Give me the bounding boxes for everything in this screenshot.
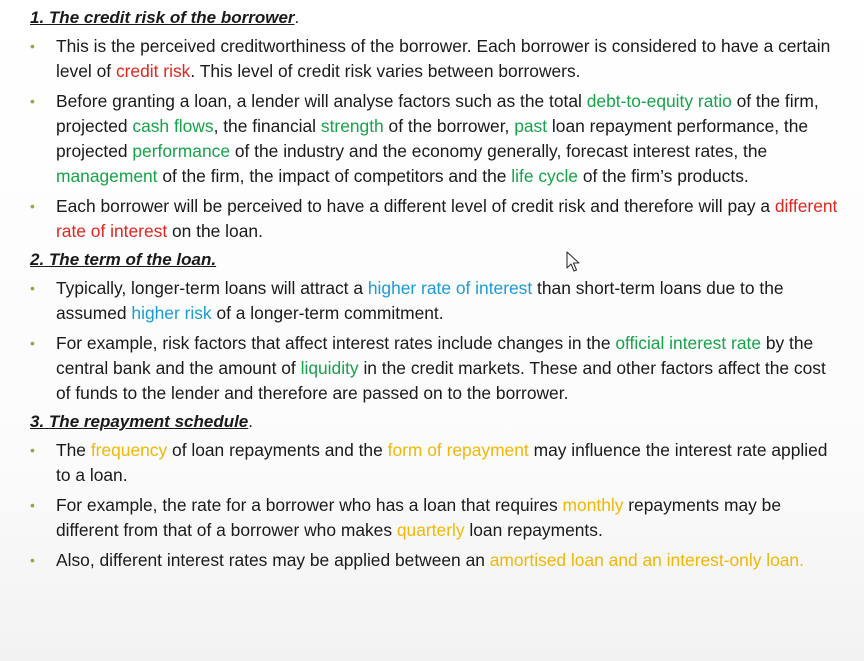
- text-span: of a longer-term commitment.: [211, 303, 444, 323]
- text-span: Each borrower will be perceived to have …: [56, 196, 775, 216]
- highlight-life-cycle: life cycle: [511, 166, 578, 186]
- bullet-icon: •: [30, 38, 35, 54]
- text-span: may influence the interest rate applied …: [56, 440, 828, 485]
- highlight-different-rate: different rate of interest: [56, 196, 838, 241]
- heading-title: The term of the loan.: [48, 250, 217, 269]
- text-span: on the loan.: [167, 221, 263, 241]
- text-span: of the firm, the impact of competitors a…: [157, 166, 512, 186]
- text-span: repayments may be different from that of…: [56, 495, 781, 540]
- highlight-frequency: frequency: [90, 440, 168, 460]
- list-item: • For example, risk factors that affect …: [30, 331, 842, 406]
- highlight-debt-to-equity: debt-to-equity ratio: [586, 91, 732, 111]
- bullet-icon: •: [30, 280, 35, 296]
- highlight-higher-rate: higher rate of interest: [367, 278, 533, 298]
- heading-tail: .: [248, 412, 253, 431]
- text-span: of the firm, projected: [56, 91, 819, 136]
- highlight-official-rate: official interest rate: [615, 333, 761, 353]
- highlight-amortised-loan: amortised loan and an interest-only loan…: [489, 550, 804, 570]
- heading-number: 1.: [30, 8, 45, 27]
- list-item: • Also, different interest rates may be …: [30, 548, 842, 573]
- heading-title: The repayment schedule: [48, 412, 249, 431]
- highlight-cash-flows: cash flows: [132, 116, 214, 136]
- list-item: • For example, the rate for a borrower w…: [30, 493, 842, 543]
- heading-number: 3.: [30, 412, 45, 431]
- text-span: The: [56, 440, 91, 460]
- text-span: of the firm’s products.: [577, 166, 749, 186]
- list-item: • The frequency of loan repayments and t…: [30, 438, 842, 488]
- heading-tail: .: [294, 8, 300, 27]
- highlight-credit-risk: credit risk: [115, 61, 191, 81]
- bullet-list-loan-term: • Typically, longer-term loans will attr…: [30, 276, 842, 406]
- bullet-icon: •: [30, 93, 35, 109]
- highlight-liquidity: liquidity: [300, 358, 359, 378]
- bullet-list-credit-risk: • This is the perceived creditworthiness…: [30, 34, 842, 244]
- text-span: of the industry and the economy generall…: [230, 141, 768, 161]
- heading-title: The credit risk of the borrower: [48, 8, 295, 27]
- list-item: • Each borrower will be perceived to hav…: [30, 194, 842, 244]
- mouse-pointer-icon: [566, 251, 580, 272]
- highlight-form-of-repayment: form of repayment: [387, 440, 529, 460]
- section-heading-loan-term: 2. The term of the loan.: [30, 249, 842, 271]
- text-span: loan repayments.: [464, 520, 603, 540]
- bullet-icon: •: [30, 497, 35, 513]
- text-span: For example, risk factors that affect in…: [56, 333, 616, 353]
- text-span: This is the perceived creditworthiness o…: [56, 36, 831, 81]
- text-span: of loan repayments and the: [167, 440, 388, 460]
- highlight-higher-risk: higher risk: [131, 303, 212, 323]
- highlight-strength: strength: [320, 116, 384, 136]
- bullet-list-repayment: • The frequency of loan repayments and t…: [30, 438, 842, 573]
- text-span: by the central bank and the amount of: [56, 333, 814, 378]
- text-span: of the borrower,: [383, 116, 515, 136]
- text-span: loan repayment performance, the projecte…: [56, 116, 809, 161]
- text-span: , the financial: [213, 116, 321, 136]
- highlight-monthly: monthly: [562, 495, 624, 515]
- text-span: than short-term loans due to the assumed: [56, 278, 784, 323]
- text-span: Typically, longer-term loans will attrac…: [56, 278, 368, 298]
- heading-number: 2.: [30, 250, 45, 269]
- highlight-performance: performance: [132, 141, 231, 161]
- text-span: in the credit markets. These and other f…: [56, 358, 826, 403]
- text-span: Before granting a loan, a lender will an…: [56, 91, 587, 111]
- text-span: For example, the rate for a borrower who…: [56, 495, 563, 515]
- slide-content: 1. The credit risk of the borrower. • Th…: [30, 7, 842, 578]
- bullet-icon: •: [30, 552, 35, 568]
- highlight-quarterly: quarterly: [396, 520, 465, 540]
- section-heading-credit-risk: 1. The credit risk of the borrower.: [30, 7, 842, 29]
- text-span: Also, different interest rates may be ap…: [56, 550, 490, 570]
- text-span: . This level of credit risk varies betwe…: [190, 61, 581, 81]
- list-item: • Before granting a loan, a lender will …: [30, 89, 842, 189]
- list-item: • This is the perceived creditworthiness…: [30, 34, 842, 84]
- highlight-past: past: [514, 116, 548, 136]
- bullet-icon: •: [30, 335, 35, 351]
- list-item: • Typically, longer-term loans will attr…: [30, 276, 842, 326]
- section-heading-repayment: 3. The repayment schedule.: [30, 411, 842, 433]
- bullet-icon: •: [30, 198, 35, 214]
- bullet-icon: •: [30, 442, 35, 458]
- highlight-management: management: [56, 166, 158, 186]
